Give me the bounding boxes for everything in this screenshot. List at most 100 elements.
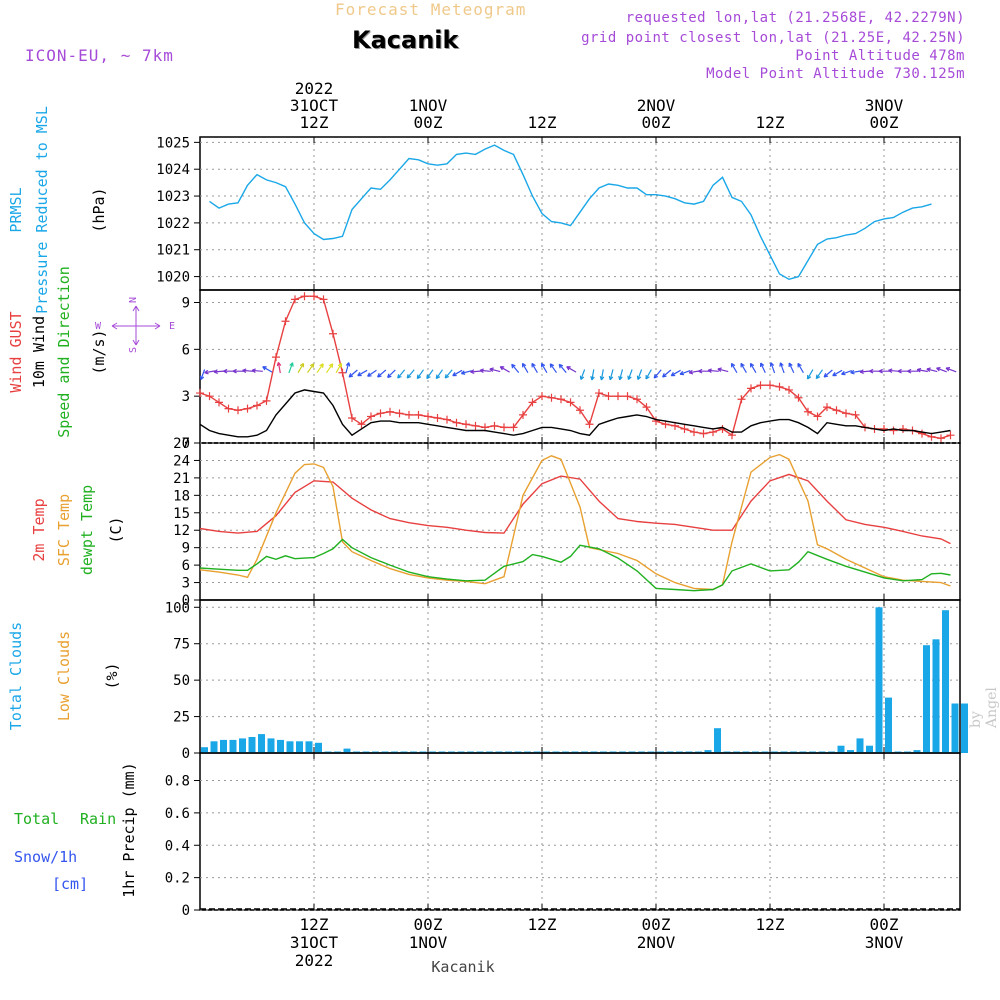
- wind-direction-arrow: [213, 369, 225, 375]
- wind-gust-series-line: [199, 295, 951, 440]
- gust-marker: [205, 392, 214, 401]
- wind-direction-arrow: [926, 367, 938, 373]
- wind-direction-arrow: [888, 368, 900, 374]
- gust-marker: [471, 421, 480, 430]
- gust-marker: [832, 406, 841, 415]
- wind-direction-arrow: [444, 369, 453, 379]
- wind-direction-arrow: [779, 362, 785, 374]
- y-tick-label: 3: [182, 389, 190, 405]
- time-label-bottom: 2022: [295, 951, 334, 970]
- point-altitude: Point Altitude 478m: [795, 48, 965, 64]
- gust-marker: [747, 384, 755, 393]
- compass-south: S: [128, 347, 139, 353]
- wind-direction-arrow: [878, 368, 890, 374]
- y-tick-label: 0: [182, 746, 190, 762]
- wind-panel: 0 3 6 9: [182, 289, 961, 452]
- wind-direction-arrow: [558, 363, 567, 373]
- gust-marker: [737, 395, 746, 404]
- time-label-bottom: 2NOV: [637, 933, 676, 952]
- gust-marker: [566, 398, 575, 407]
- wind-direction-arrow: [797, 362, 804, 374]
- wind-direction-arrow: [832, 369, 843, 377]
- temp-axis-label-text: dewpt Temp: [78, 485, 96, 575]
- wind-axis-label-text: Speed and Direction: [55, 266, 73, 438]
- gust-marker: [680, 424, 689, 433]
- gust-marker: [395, 409, 404, 418]
- wind-direction-arrow: [549, 363, 557, 374]
- footer-station-label: Kacanik: [431, 958, 494, 976]
- gust-marker: [699, 429, 708, 438]
- time-label-top: 12Z: [300, 113, 329, 132]
- cloud-bar: [951, 703, 959, 753]
- pressure-series-line: [209, 144, 932, 281]
- temp-axis-label-text: 2m Temp: [30, 498, 48, 561]
- wind-direction-arrow: [936, 367, 947, 373]
- wind-direction-arrow: [788, 362, 795, 374]
- wind-direction-arrow: [841, 370, 852, 376]
- time-label-top: 2NOV: [637, 96, 676, 115]
- cloud-bar: [286, 741, 294, 753]
- requested-coords: requested lon,lat (21.2568E, 42.2279N): [625, 10, 965, 26]
- wind-direction-arrow: [540, 362, 548, 374]
- wind-direction-arrow: [740, 362, 747, 374]
- precip-unit-label: 1hr Precip (mm): [120, 762, 138, 897]
- wind-axis-label: Wind GUST 10m Wind Speed and Direction (m/s…: [7, 266, 108, 438]
- y-tick-label: 6: [182, 558, 190, 574]
- wind-direction-arrow: [806, 369, 814, 380]
- y-tick-label: 75: [173, 637, 190, 653]
- wind-direction-arrow: [460, 370, 472, 375]
- pressure-axis-label: PRMSL Pressure Reduced to MSL (hPa): [7, 106, 108, 314]
- 2m-temp-series-line: [199, 473, 951, 545]
- time-label-bottom: 00Z: [414, 915, 443, 934]
- gust-marker: [585, 420, 594, 429]
- wind-direction-arrow: [769, 362, 776, 374]
- wind-direction-arrow: [335, 362, 343, 374]
- wind-direction-arrow: [223, 368, 235, 374]
- gust-marker: [243, 404, 252, 413]
- temp-axis-label: 2m Temp SFC Temp dewpt Temp (C): [30, 485, 125, 575]
- panel-frame: [199, 289, 961, 444]
- wind-direction-arrow: [232, 368, 244, 374]
- time-label-top: 3NOV: [865, 96, 904, 115]
- gust-marker: [272, 353, 280, 362]
- y-tick-label: 0.6: [165, 806, 190, 822]
- wind-direction-arrow: [749, 362, 757, 374]
- wind-direction-arrow: [869, 368, 881, 374]
- gust-marker: [262, 396, 271, 405]
- sfc-temp-series-line: [199, 453, 951, 591]
- compass-east: E: [169, 321, 175, 332]
- gust-marker: [414, 410, 423, 419]
- grid-point-coords: grid point closest lon,lat (21.25E, 42.2…: [581, 30, 965, 46]
- wind-direction-arrow: [760, 362, 766, 374]
- wind-direction-arrow: [688, 369, 700, 375]
- gust-marker: [452, 418, 461, 427]
- wind-axis-label-text: (m/s): [90, 329, 108, 374]
- y-tick-label: 9: [182, 295, 190, 311]
- gust-marker: [595, 389, 603, 398]
- wind-direction-arrow: [288, 362, 294, 374]
- wind-direction-arrow: [717, 367, 729, 373]
- gust-marker: [785, 385, 793, 394]
- wind-direction-arrow: [531, 362, 538, 374]
- compass-north: N: [128, 297, 139, 303]
- wind-direction-arrow: [348, 369, 358, 378]
- wind-direction-arrow: [521, 362, 529, 374]
- gust-marker: [604, 392, 613, 401]
- gust-marker: [196, 389, 204, 398]
- wind-direction-arrow: [377, 369, 387, 378]
- wind-direction-arrow: [242, 368, 254, 374]
- temp-axis-label-text: (C): [107, 516, 125, 543]
- wind-axis-label-text: 10m Wind: [30, 316, 48, 388]
- cloud-bar: [866, 745, 873, 753]
- pressure-axis-label-text: Pressure Reduced to MSL: [33, 106, 51, 314]
- y-tick-label: 24: [173, 453, 190, 469]
- y-tick-label: 0: [182, 593, 190, 609]
- wind-direction-arrow: [479, 368, 491, 374]
- gust-marker: [842, 409, 850, 418]
- gust-marker: [633, 395, 641, 404]
- time-label-bottom: 12Z: [300, 915, 329, 934]
- wind-direction-arrow: [426, 369, 434, 380]
- cloud-bar: [704, 750, 712, 753]
- gust-marker: [405, 410, 413, 419]
